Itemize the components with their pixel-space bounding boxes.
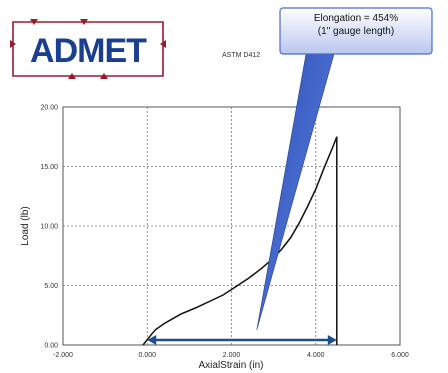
x-tick-label: -2.000: [53, 352, 73, 359]
elongation-callout: Elongation = 454% (1" gauge length): [282, 12, 430, 38]
y-tick-label: 10.00: [40, 224, 58, 231]
elongation-arrow: [147, 335, 337, 345]
y-tick-label: 15.00: [40, 164, 58, 171]
y-tick-label: 20.00: [40, 105, 58, 112]
arrow-head-right: [327, 335, 337, 345]
callout-line-2: (1" gauge length): [317, 26, 395, 37]
x-tick-label: 4.000: [307, 352, 325, 359]
logo-text: ADMET: [30, 32, 147, 70]
callout-box: [279, 7, 433, 55]
grid-lines: [63, 107, 400, 345]
y-axis-label: Load (lb): [20, 206, 31, 245]
standard-label: ASTM D412: [222, 52, 261, 59]
x-axis-label: AxialStrain (in): [198, 360, 263, 371]
x-tick-label: 6.000: [391, 352, 409, 359]
y-tick-label: 5.00: [44, 283, 58, 290]
x-tick-label: 2.000: [223, 352, 241, 359]
callout-line-1: Elongation = 454%: [313, 13, 399, 24]
x-tick-label: 0.000: [138, 352, 156, 359]
admet-logo: ADMET: [8, 18, 168, 80]
series-line: [142, 136, 338, 346]
axis-ticks: -2.000 0.000 2.000 4.000 6.000 0.00 5.00 10.00 1…: [40, 105, 408, 360]
arrow-head-left: [147, 335, 157, 345]
y-tick-label: 0.00: [44, 343, 58, 350]
